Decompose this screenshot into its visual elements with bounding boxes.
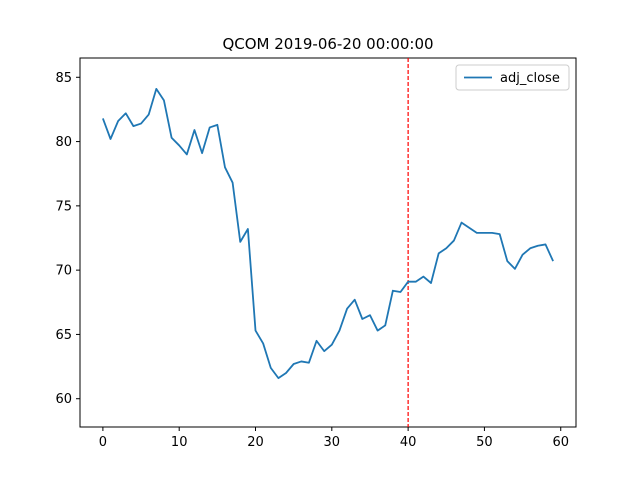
y-tick-label: 70 <box>55 264 72 279</box>
series-line-adj_close <box>102 87 554 380</box>
x-tick-label: 40 <box>400 435 417 450</box>
x-tick-label: 60 <box>552 435 569 450</box>
x-tick-label: 20 <box>247 435 264 450</box>
y-tick-label: 80 <box>55 135 72 150</box>
y-tick-label: 85 <box>55 71 72 86</box>
y-tick-label: 60 <box>55 392 72 407</box>
legend-label: adj_close <box>500 71 560 86</box>
x-tick-label: 10 <box>171 435 188 450</box>
x-tick-label: 50 <box>476 435 493 450</box>
plot-area <box>102 58 554 427</box>
axes-frame <box>79 57 577 428</box>
y-tick-label: 75 <box>55 199 72 214</box>
legend-box <box>455 64 570 91</box>
x-tick-label: 30 <box>324 435 341 450</box>
chart-title: QCOM 2019-06-20 00:00:00 <box>222 35 433 53</box>
y-tick-label: 65 <box>55 328 72 343</box>
axes: 0 10 20 30 40 50 60 60 65 70 75 80 85 <box>55 57 577 450</box>
x-tick-label: 0 <box>99 435 107 450</box>
legend: adj_close <box>455 64 570 91</box>
